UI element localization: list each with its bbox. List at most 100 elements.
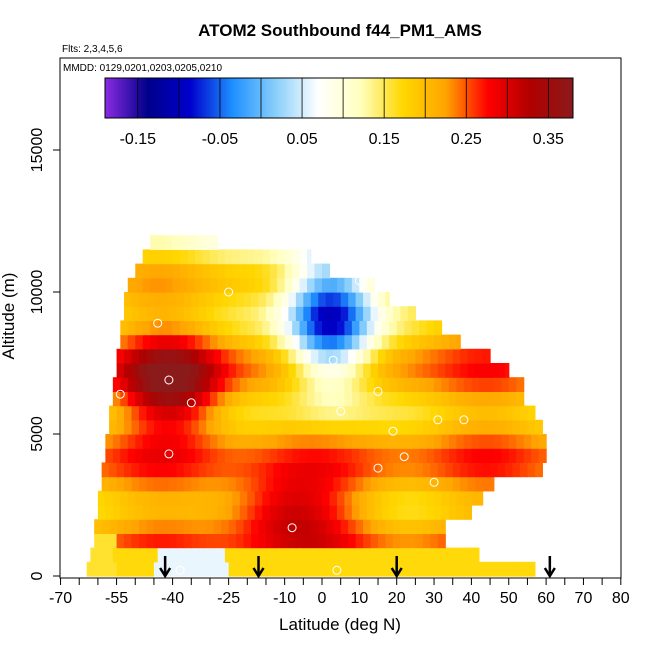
- colorbar-segment: [545, 78, 548, 118]
- colorbar-tick-label: 0.25: [451, 131, 482, 148]
- heatmap-cell: [191, 462, 200, 478]
- heatmap-cell: [116, 462, 125, 478]
- heatmap-cell: [146, 533, 155, 549]
- heatmap-cell: [284, 391, 293, 407]
- heatmap-cell: [243, 519, 252, 534]
- heatmap-cell: [340, 519, 349, 534]
- heatmap-cell: [336, 448, 346, 463]
- heatmap-cell: [292, 505, 301, 520]
- sample-point: [388, 426, 398, 436]
- colorbar-segment: [321, 78, 324, 118]
- heatmap-cell: [422, 405, 431, 421]
- heatmap-cell: [363, 348, 372, 364]
- colorbar-segment: [357, 78, 360, 118]
- heatmap-cell: [333, 306, 342, 321]
- heatmap-cell: [318, 462, 327, 478]
- heatmap-cell: [221, 533, 230, 549]
- heatmap-cell: [437, 363, 446, 378]
- heatmap-cell: [385, 533, 394, 549]
- heatmap-cell: [124, 419, 133, 435]
- colorbar-segment: [435, 78, 438, 118]
- colorbar-segment: [565, 78, 568, 118]
- heatmap-cell: [157, 277, 166, 293]
- heatmap-cell: [109, 476, 118, 492]
- heatmap-cell: [265, 476, 275, 492]
- heatmap-cell: [415, 348, 424, 364]
- heatmap-cell: [232, 277, 241, 293]
- heatmap-cell: [138, 405, 148, 421]
- colorbar-segment: [415, 78, 418, 118]
- heatmap-cell: [460, 419, 469, 435]
- heatmap-cell: [366, 490, 375, 506]
- heatmap-cell: [280, 292, 289, 307]
- heatmap-cell: [490, 462, 499, 478]
- heatmap-cell: [195, 547, 204, 563]
- colorbar-segment: [433, 78, 436, 118]
- heatmap-cell: [370, 405, 379, 421]
- heatmap-cell: [389, 490, 398, 506]
- heatmap-cell: [456, 377, 465, 392]
- heatmap-cell: [224, 448, 233, 463]
- heatmap-cell: [116, 519, 125, 534]
- heatmap-cell: [314, 377, 323, 392]
- colorbar-segment: [417, 78, 420, 118]
- colorbar-segment: [263, 78, 266, 118]
- sample-point: [549, 449, 559, 459]
- heatmap-cell: [411, 505, 420, 520]
- heatmap-cell: [385, 306, 394, 321]
- heatmap-cell: [486, 391, 495, 407]
- heatmap-cell: [497, 363, 506, 378]
- colorbar-segment: [269, 78, 272, 118]
- heatmap-cell: [180, 547, 189, 563]
- colorbar-segment: [259, 78, 262, 118]
- heatmap-cell: [516, 448, 525, 463]
- heatmap-cell: [280, 561, 289, 577]
- colorbar-segment: [461, 78, 464, 118]
- heatmap-cell: [217, 505, 226, 520]
- heatmap-cell: [501, 391, 510, 407]
- heatmap-cell: [437, 561, 446, 577]
- heatmap-cell: [97, 547, 106, 563]
- colorbar-segment: [235, 78, 238, 118]
- heatmap-cell: [519, 405, 529, 421]
- sample-point: [175, 565, 185, 575]
- heatmap-cell: [534, 419, 543, 435]
- heatmap-cell: [86, 561, 95, 577]
- heatmap-cell: [355, 519, 364, 534]
- heatmap-cell: [460, 363, 469, 378]
- colorbar-segment: [411, 78, 414, 118]
- heatmap-cell: [336, 320, 346, 336]
- heatmap-cell: [434, 334, 443, 350]
- heatmap-cell: [392, 476, 402, 492]
- colorbar-segment: [477, 78, 480, 118]
- heatmap-cell: [295, 476, 304, 492]
- colorbar-segment: [451, 78, 454, 118]
- heatmap-cell: [165, 505, 174, 520]
- heatmap-cell: [138, 476, 148, 492]
- heatmap-cell: [325, 363, 334, 378]
- heatmap-cell: [505, 363, 510, 378]
- heatmap-cell: [168, 306, 177, 321]
- colorbar-segment: [385, 78, 388, 118]
- heatmap-cell: [512, 405, 521, 421]
- heatmap-cell: [116, 419, 125, 435]
- colorbar-segment: [409, 78, 412, 118]
- colorbar-segment: [277, 78, 280, 118]
- heatmap-cell: [288, 405, 297, 421]
- heatmap-cell: [273, 405, 282, 421]
- colorbar-segment: [533, 78, 536, 118]
- heatmap-cell: [355, 363, 364, 378]
- colorbar-segment: [125, 78, 128, 118]
- heatmap-cell: [314, 334, 323, 350]
- heatmap-cell: [407, 462, 416, 478]
- heatmap-cell: [153, 363, 162, 378]
- heatmap-cell: [142, 434, 151, 449]
- heatmap-cell: [191, 405, 200, 421]
- colorbar-segment: [251, 78, 254, 118]
- heatmap-cell: [157, 320, 166, 336]
- heatmap-cell: [422, 561, 431, 577]
- heatmap-cell: [172, 505, 181, 520]
- heatmap-cell: [198, 405, 207, 421]
- colorbar-segment: [531, 78, 534, 118]
- heatmap-cell: [340, 561, 349, 577]
